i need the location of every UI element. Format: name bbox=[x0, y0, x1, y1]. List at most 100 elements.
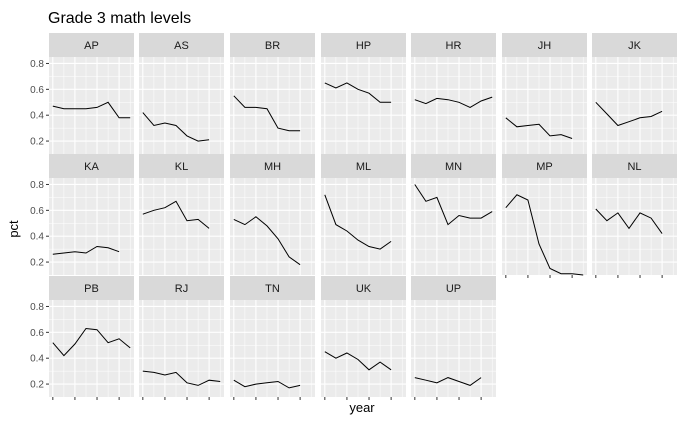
y-tick-label: 0.6 bbox=[30, 328, 44, 339]
panel-background bbox=[321, 57, 406, 154]
facet-panel-jk: JK bbox=[592, 33, 677, 154]
facet-panel-ml: ML bbox=[321, 154, 406, 275]
facet-strip bbox=[49, 33, 134, 57]
facet-strip bbox=[411, 154, 496, 178]
facet-panel-jh: JH bbox=[502, 33, 587, 154]
facet-strip bbox=[592, 33, 677, 57]
facet-panel-mn: MN bbox=[411, 154, 496, 275]
panel-background bbox=[139, 300, 224, 397]
panel-background bbox=[411, 300, 496, 397]
facet-panel-pb: PB 0.2 0.4 0.6 0.8 bbox=[30, 276, 134, 400]
facet-label: JH bbox=[538, 40, 552, 52]
facet-panel-hr: HR bbox=[411, 33, 496, 154]
facet-strip bbox=[502, 154, 587, 178]
facet-panel-hp: HP bbox=[321, 33, 406, 154]
facet-panel-up: UP bbox=[411, 276, 496, 400]
panel-background bbox=[49, 57, 134, 154]
panel-background bbox=[321, 300, 406, 397]
series-line-jk bbox=[595, 101, 663, 127]
facet-panel-uk: UK bbox=[321, 276, 406, 400]
series-line-mn bbox=[414, 184, 493, 226]
y-tick-label: 0.2 bbox=[30, 258, 44, 269]
facet-strip bbox=[592, 154, 677, 178]
facet-label: AS bbox=[174, 40, 189, 52]
panel-background bbox=[49, 178, 134, 275]
facet-label: MP bbox=[536, 161, 553, 173]
facet-strip bbox=[49, 154, 134, 178]
facet-strip bbox=[49, 276, 134, 300]
series-line-rj bbox=[142, 370, 221, 386]
facet-label: JK bbox=[628, 40, 642, 52]
facet-strip bbox=[230, 154, 315, 178]
facet-strip bbox=[411, 33, 496, 57]
facet-strip bbox=[502, 33, 587, 57]
series-line-mp bbox=[505, 194, 584, 276]
panel-background bbox=[230, 300, 315, 397]
facet-label: MH bbox=[264, 161, 281, 173]
series-line-mh bbox=[233, 216, 301, 266]
facet-panel-mh: MH bbox=[230, 154, 315, 275]
facet-strip bbox=[321, 276, 406, 300]
facet-panel-ap: AP 0.2 0.4 0.6 0.8 bbox=[30, 33, 134, 154]
panel-background bbox=[139, 178, 224, 275]
series-line-hr bbox=[414, 96, 493, 108]
facet-strip bbox=[230, 33, 315, 57]
series-line-tn bbox=[233, 379, 301, 389]
series-line-kl bbox=[142, 200, 210, 229]
panel-background bbox=[502, 178, 587, 275]
facet-strip bbox=[321, 154, 406, 178]
facet-label: UP bbox=[446, 283, 461, 295]
facet-label: ML bbox=[356, 161, 371, 173]
y-tick-label: 0.4 bbox=[30, 354, 44, 365]
facet-label: AP bbox=[84, 40, 99, 52]
facet-panel-as: AS bbox=[139, 33, 224, 154]
panel-background bbox=[230, 57, 315, 154]
facet-strip bbox=[139, 154, 224, 178]
facet-label: KA bbox=[84, 161, 99, 173]
panel-background bbox=[139, 57, 224, 154]
series-line-nl bbox=[595, 208, 663, 234]
y-tick-label: 0.8 bbox=[30, 302, 44, 313]
panel-background bbox=[230, 178, 315, 275]
series-line-ml bbox=[324, 194, 392, 250]
y-tick-label: 0.8 bbox=[30, 59, 44, 70]
facet-label: UK bbox=[356, 283, 372, 295]
series-line-pb bbox=[52, 327, 131, 357]
facet-panel-kl: KL bbox=[139, 154, 224, 275]
facet-strip bbox=[321, 33, 406, 57]
panel-background bbox=[592, 178, 677, 275]
facet-strip bbox=[230, 276, 315, 300]
facet-strip bbox=[139, 276, 224, 300]
facet-label: BR bbox=[265, 40, 280, 52]
panel-background bbox=[592, 57, 677, 154]
y-tick-label: 0.2 bbox=[30, 380, 44, 391]
facet-label: PB bbox=[84, 283, 99, 295]
series-line-ka bbox=[52, 245, 120, 255]
facet-label: HP bbox=[356, 40, 371, 52]
panel-background bbox=[411, 57, 496, 154]
facet-panels: AP 0.2 0.4 0.6 0.8 AS BR HP HR JH JK KA 0.2 0.4 0.6 0.8… bbox=[30, 33, 677, 400]
series-line-jh bbox=[505, 117, 573, 139]
series-line-hp bbox=[324, 82, 392, 103]
facet-strip bbox=[411, 276, 496, 300]
facet-panel-rj: RJ bbox=[139, 276, 224, 400]
x-axis-title: year bbox=[349, 400, 375, 415]
facet-panel-nl: NL bbox=[592, 154, 677, 278]
facet-panel-mp: MP bbox=[502, 154, 587, 278]
panel-background bbox=[502, 57, 587, 154]
y-tick-label: 0.6 bbox=[30, 85, 44, 96]
panel-background bbox=[411, 178, 496, 275]
series-line-uk bbox=[324, 351, 392, 371]
series-line-ap bbox=[52, 101, 131, 119]
facet-panel-ka: KA 0.2 0.4 0.6 0.8 bbox=[30, 154, 134, 275]
facet-label: HR bbox=[446, 40, 462, 52]
panel-background bbox=[49, 300, 134, 397]
chart-title: Grade 3 math levels bbox=[48, 10, 191, 27]
facet-label: RJ bbox=[175, 283, 188, 295]
facet-panel-br: BR bbox=[230, 33, 315, 154]
facet-label: NL bbox=[627, 161, 641, 173]
series-line-as bbox=[142, 112, 210, 142]
panel-background bbox=[321, 178, 406, 275]
facet-strip bbox=[139, 33, 224, 57]
